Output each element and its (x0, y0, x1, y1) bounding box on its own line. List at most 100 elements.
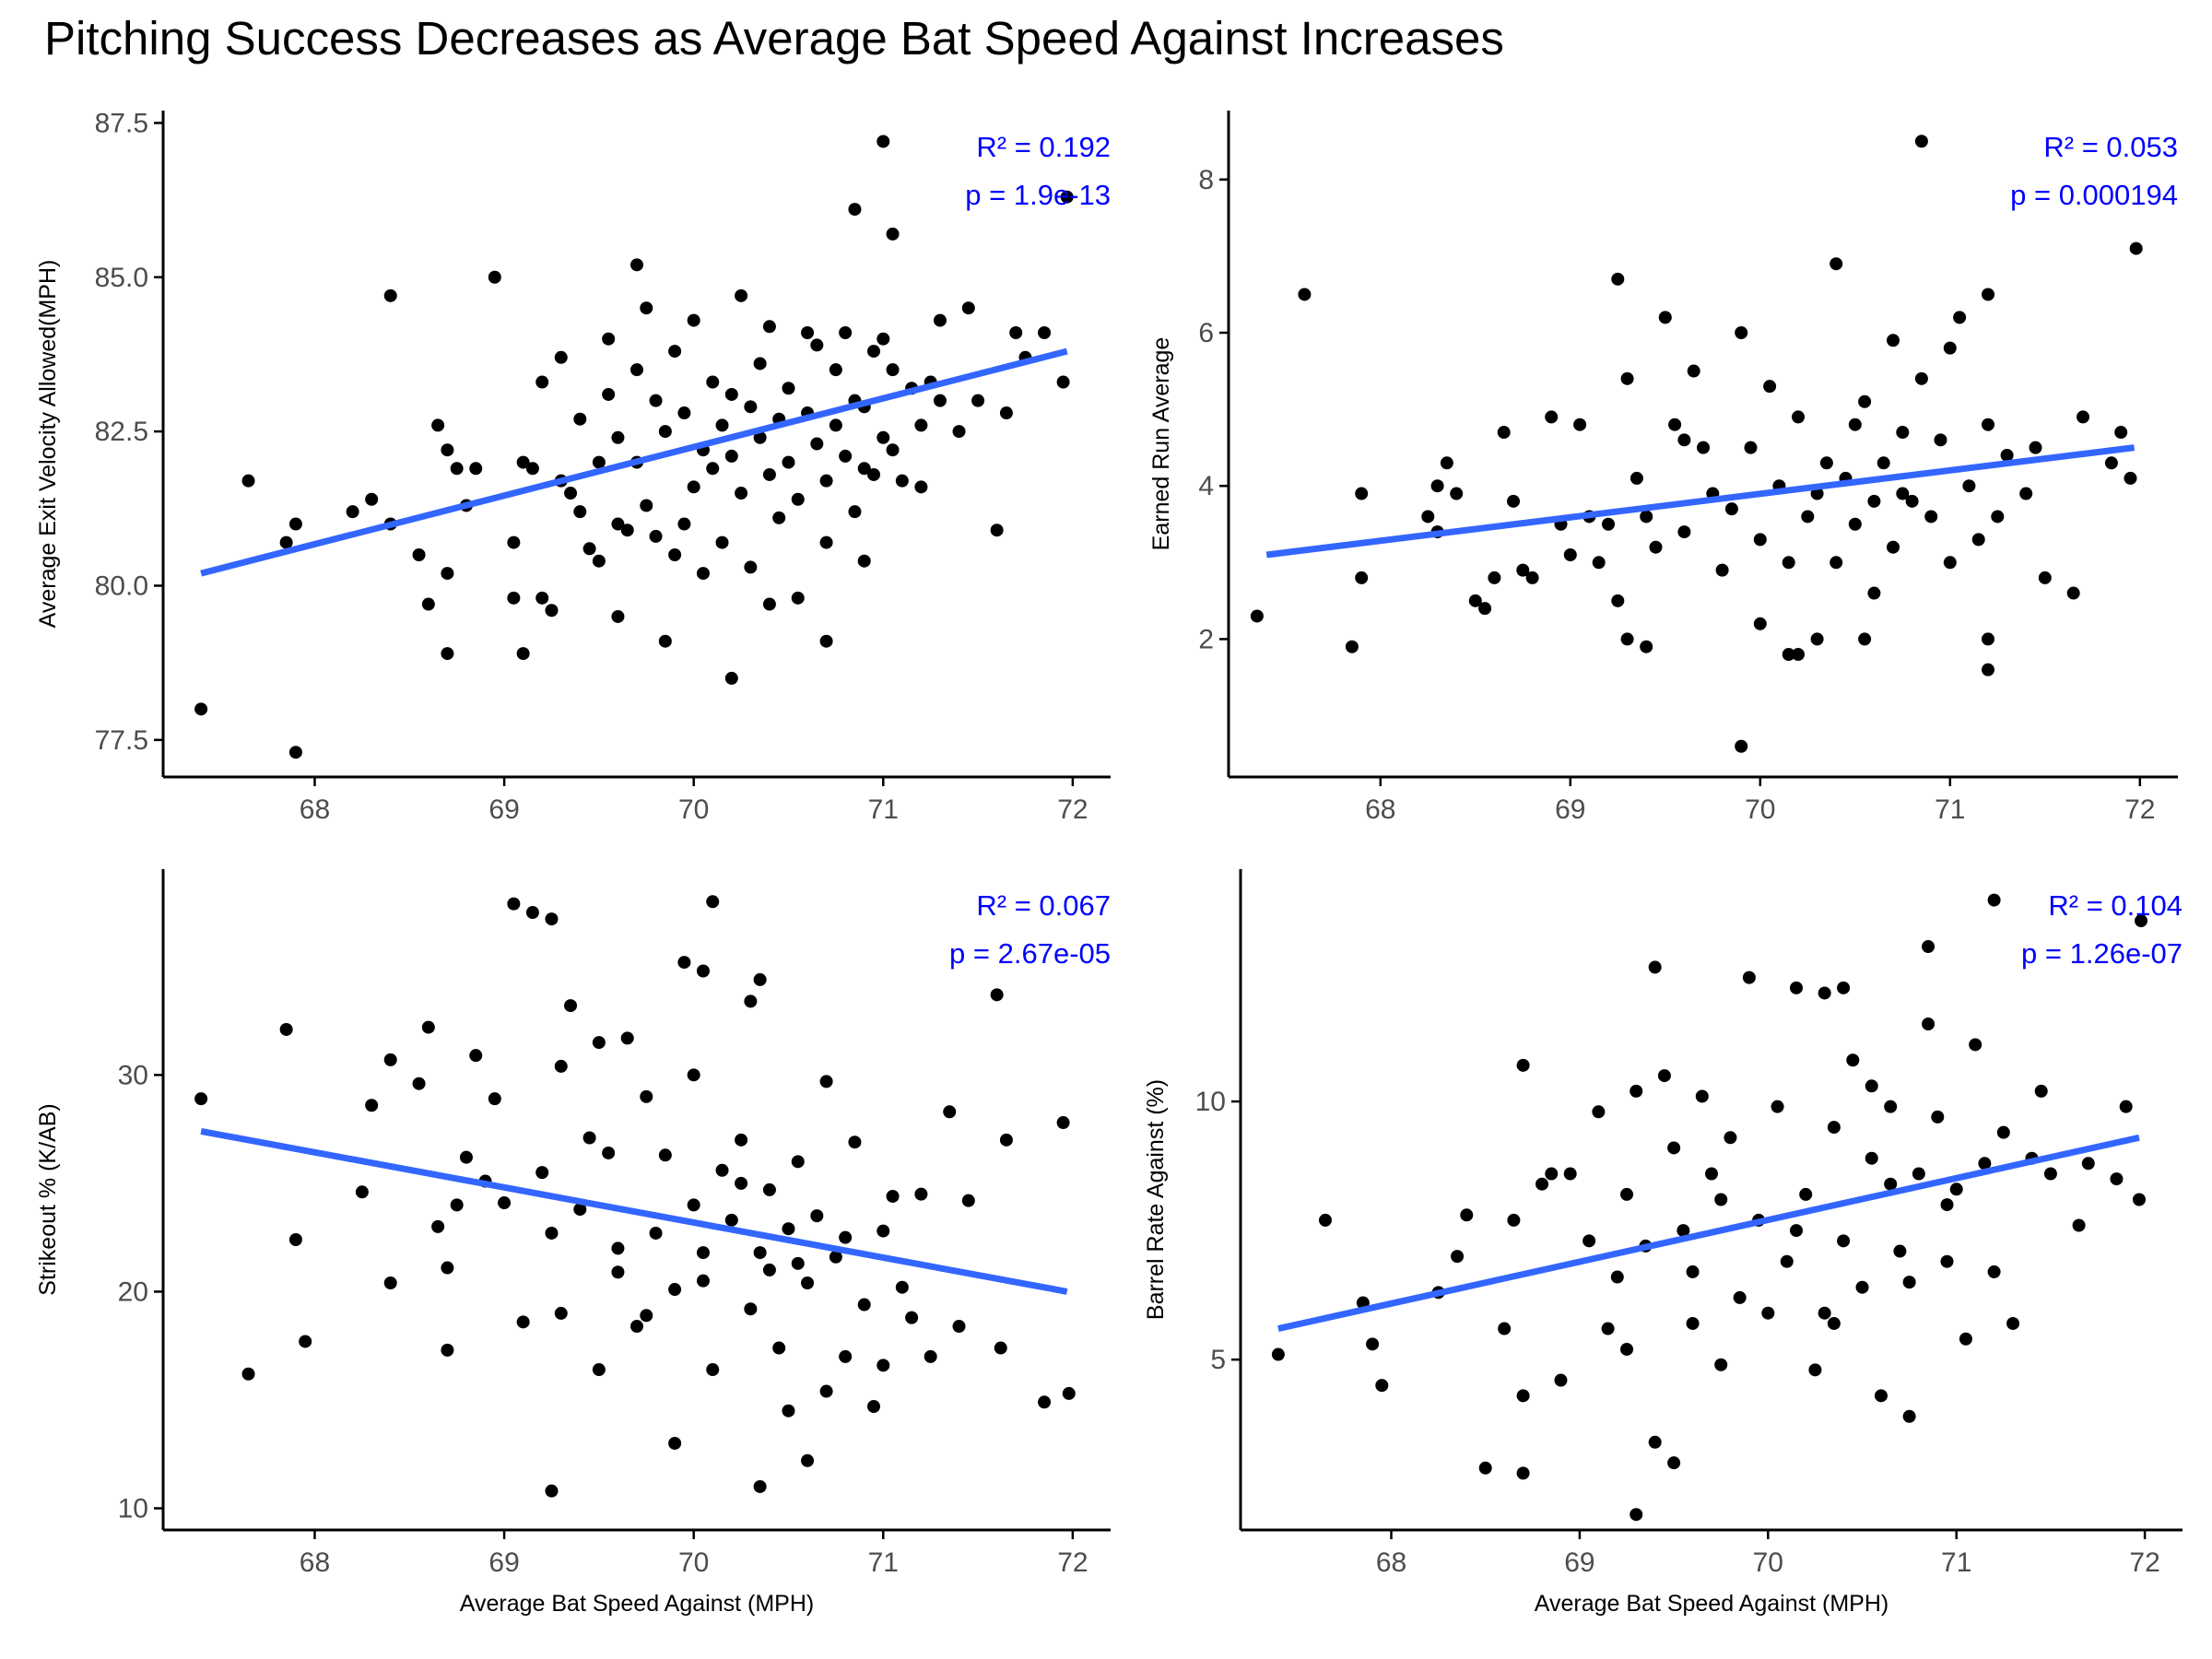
data-point (857, 462, 871, 476)
data-point (1867, 494, 1881, 508)
data-point (791, 591, 805, 605)
data-point (1855, 1280, 1869, 1294)
data-point (961, 301, 975, 315)
data-point (1677, 433, 1691, 447)
data-point (1488, 571, 1501, 584)
data-point (194, 1092, 208, 1106)
data-point (990, 524, 1004, 537)
data-point (1830, 257, 1843, 271)
data-point (762, 1263, 776, 1277)
data-point (1753, 617, 1767, 630)
data-point (1620, 1342, 1634, 1356)
data-point (649, 1226, 663, 1240)
panel-exit-velocity: 68 69 70 71 72 77.5 80.0 82.5 85.0 87.5 Average Ex… (35, 108, 1111, 825)
x-tick-label: 71 (868, 794, 899, 825)
data-point (1695, 1089, 1709, 1103)
data-point (1789, 1224, 1803, 1238)
data-point (1893, 1244, 1907, 1258)
data-point (839, 1349, 853, 1363)
r-squared-label: R² = 0.067 (976, 889, 1111, 922)
data-point (999, 406, 1013, 420)
data-point (1062, 1386, 1076, 1400)
data-point (1744, 441, 1758, 454)
data-point (640, 499, 653, 512)
data-point (1818, 1306, 1831, 1320)
data-point (668, 345, 682, 359)
data-point (1922, 940, 1936, 954)
data-point (1982, 288, 1994, 301)
data-point (1996, 1125, 2010, 1139)
data-point (1602, 517, 1615, 531)
data-point (706, 1363, 720, 1377)
data-point (431, 1219, 445, 1233)
data-point (1038, 1395, 1052, 1409)
r-squared-label: R² = 0.104 (2048, 889, 2183, 922)
y-axis-label: Strikeout % (K/AB) (35, 1103, 61, 1295)
p-value-label: p = 1.26e-07 (2021, 937, 2183, 970)
data-point (1630, 471, 1643, 485)
data-point (706, 375, 720, 389)
data-point (801, 326, 815, 339)
data-point (1742, 971, 1756, 984)
data-point (801, 1277, 815, 1290)
y-tick-label: 6 (1198, 318, 1214, 348)
data-point (535, 375, 549, 389)
data-point (1867, 586, 1881, 600)
data-point (1884, 1100, 1898, 1113)
panel-strikeout: 68 69 70 71 72 10 20 30 Strikeout % (K/AB) Averag… (35, 869, 1111, 1617)
data-point (1497, 426, 1511, 440)
data-point (640, 1309, 653, 1323)
data-point (1535, 1177, 1549, 1191)
data-point (810, 1209, 824, 1223)
data-point (1478, 1461, 1492, 1475)
data-point (1848, 418, 1862, 431)
data-point (867, 1400, 880, 1414)
data-point (1468, 594, 1482, 607)
data-point (554, 350, 568, 364)
data-point (1753, 533, 1767, 547)
data-point (677, 517, 691, 531)
data-point (1902, 1276, 1916, 1289)
data-point (791, 1155, 805, 1169)
data-point (1914, 371, 1928, 385)
data-point (1611, 272, 1625, 286)
data-point (592, 1363, 606, 1377)
data-point (564, 999, 578, 1013)
data-point (1507, 494, 1520, 508)
data-point (1620, 632, 1634, 646)
data-point (1649, 540, 1663, 554)
data-point (1630, 1084, 1643, 1098)
data-point (469, 1049, 483, 1063)
data-point (1922, 1018, 1936, 1031)
data-point (1592, 1105, 1606, 1119)
data-point (2135, 914, 2148, 928)
data-point (1686, 1265, 1700, 1278)
data-point (620, 524, 634, 537)
data-point (2066, 586, 2080, 600)
data-point (241, 474, 255, 488)
data-point (848, 505, 862, 519)
data-point (1009, 326, 1023, 339)
data-point (1771, 1100, 1784, 1113)
data-point (782, 1222, 795, 1236)
data-point (1943, 556, 1957, 570)
data-point (1667, 1456, 1681, 1470)
data-point (886, 1189, 900, 1203)
data-point (1801, 510, 1815, 524)
x-tick-label: 68 (300, 794, 330, 825)
data-point (346, 505, 359, 519)
data-point (507, 535, 521, 549)
data-point (412, 1077, 426, 1090)
data-point (1366, 1337, 1380, 1351)
data-point (1715, 563, 1729, 577)
data-point (905, 1311, 919, 1324)
data-point (1789, 981, 1803, 994)
y-tick-label: 8 (1198, 165, 1214, 195)
data-point (2029, 441, 2042, 454)
data-point (1887, 540, 1900, 554)
data-point (1914, 135, 1928, 148)
y-tick-label: 10 (118, 1493, 148, 1524)
data-point (1982, 418, 1994, 431)
data-point (2129, 241, 2143, 255)
